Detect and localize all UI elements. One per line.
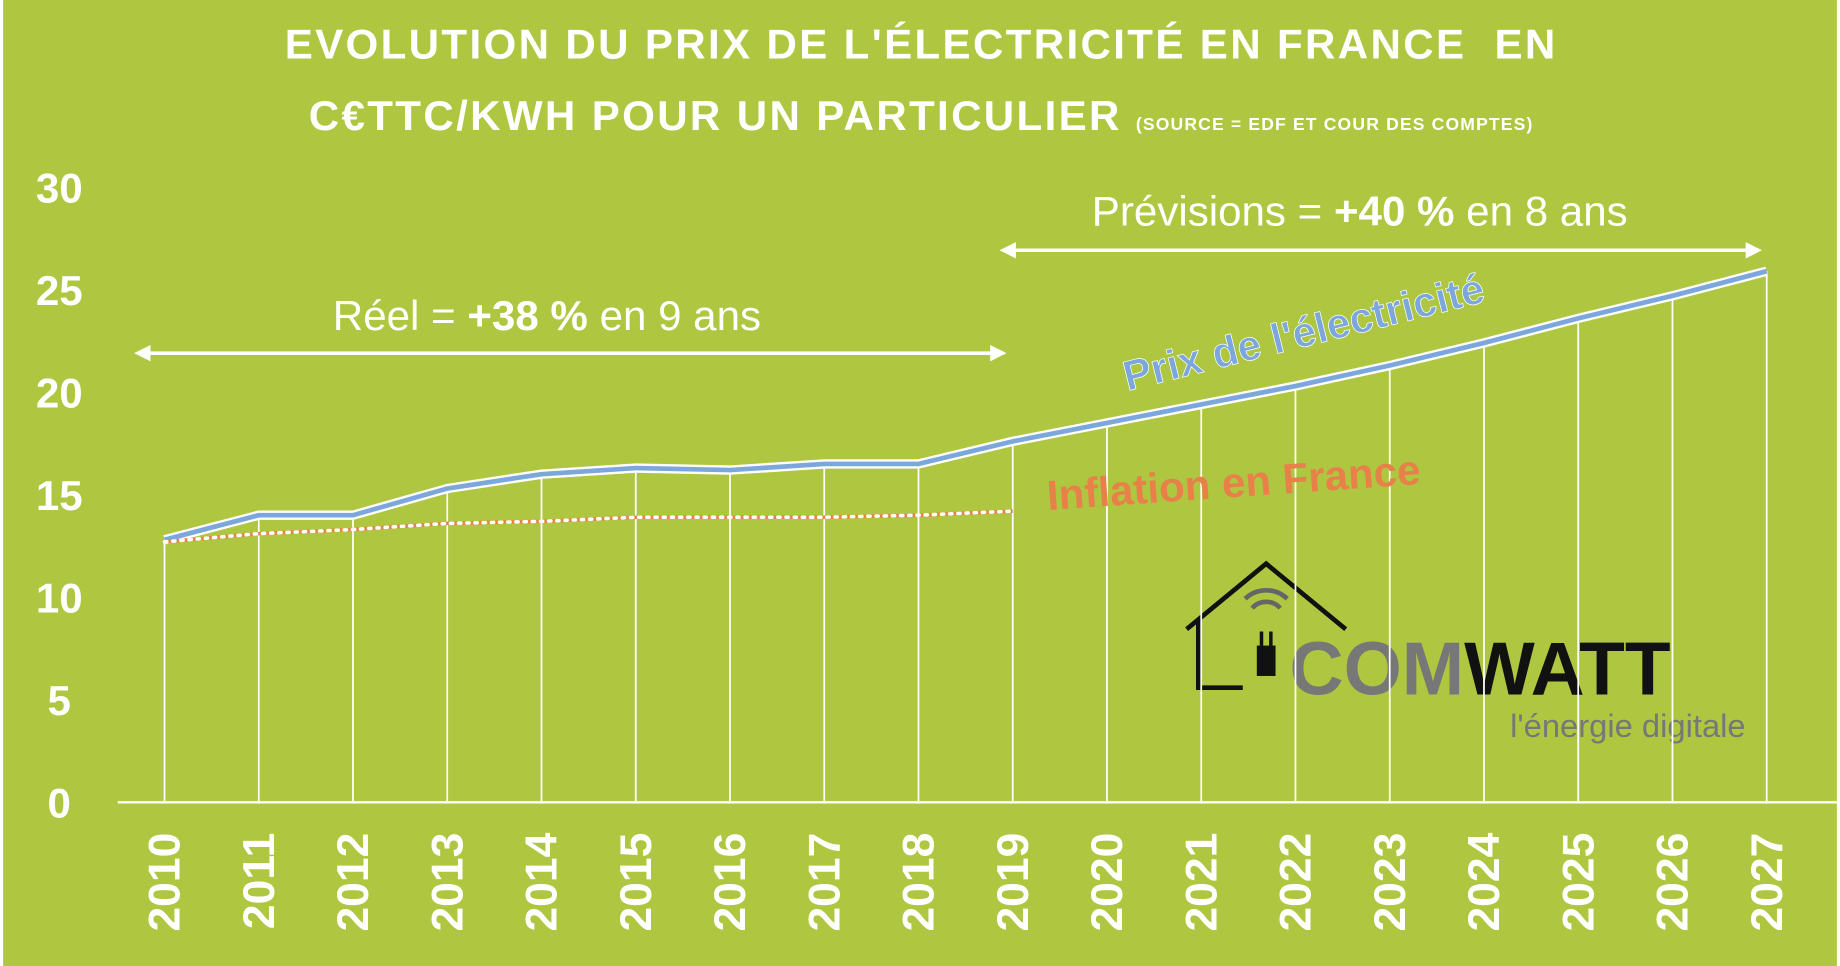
x-tick-label: 2023 — [1366, 833, 1415, 932]
logo-tagline: l'énergie digitale — [1510, 707, 1746, 744]
line-dots — [162, 509, 1015, 544]
chart-title-2: C€TTC/KWH POUR UN PARTICULIER (SOURCE = E… — [309, 92, 1534, 139]
y-tick-label: 30 — [36, 164, 83, 211]
x-tick-label: 2013 — [423, 833, 472, 932]
x-tick-label: 2027 — [1743, 833, 1792, 932]
x-tick-label: 2020 — [1083, 833, 1132, 932]
logo: COMWATT l'énergie digitale — [1185, 560, 1746, 744]
x-tick-label: 2026 — [1649, 833, 1698, 932]
x-tick-label: 2012 — [329, 833, 378, 932]
source: (SOURCE = EDF ET COUR DES COMPTES) — [1136, 114, 1534, 134]
background — [3, 0, 1837, 966]
logo-text: COMWATT — [1290, 627, 1671, 711]
logo-com: COM — [1290, 627, 1465, 711]
annotation-part: Réel = — [333, 292, 468, 339]
x-tick-label: 2015 — [612, 833, 661, 932]
line — [163, 268, 1768, 543]
chart-title-line2: C€TTC/KWH POUR UN PARTICULIER — [309, 92, 1122, 139]
x-tick-label: 2025 — [1554, 833, 1603, 932]
annotation: Réel = +38 % en 9 ans — [333, 292, 761, 339]
x-tick-label: 2010 — [141, 833, 190, 932]
y-tick-label: 15 — [36, 472, 83, 519]
y-tick-label: 0 — [48, 779, 71, 826]
x-tick-label: 2017 — [800, 833, 849, 932]
logo-watt: WATT — [1464, 627, 1670, 711]
chart-title: EVOLUTION DU PRIX DE L'ÉLECTRICITÉ EN FR… — [285, 20, 1558, 67]
x-tick-label: 2018 — [895, 833, 944, 932]
x-tick-label: 2019 — [989, 833, 1038, 932]
annotation-part: en 8 ans — [1454, 188, 1627, 235]
y-tick-label: 5 — [48, 677, 71, 724]
annotation-part: Prévisions = — [1092, 188, 1334, 235]
x-tick-label: 2021 — [1177, 833, 1226, 932]
x-tick-label: 2024 — [1460, 832, 1509, 931]
y-tick-label: 25 — [36, 267, 83, 314]
x-tick-label: 2022 — [1272, 833, 1321, 932]
x-tick-label: 2011 — [235, 833, 284, 929]
y-tick-label: 10 — [36, 574, 83, 621]
annotation-part: +40 % — [1334, 188, 1455, 235]
arrows — [134, 242, 1763, 362]
annotation: Prévisions = +40 % en 8 ans — [1092, 188, 1628, 235]
x-tick-label: 2014 — [518, 832, 567, 931]
y-tick-label: 20 — [36, 369, 83, 416]
x-tick-label: 2016 — [706, 833, 755, 932]
annotation-part: +38 % — [467, 292, 588, 339]
annotation-part: en 9 ans — [588, 292, 761, 339]
